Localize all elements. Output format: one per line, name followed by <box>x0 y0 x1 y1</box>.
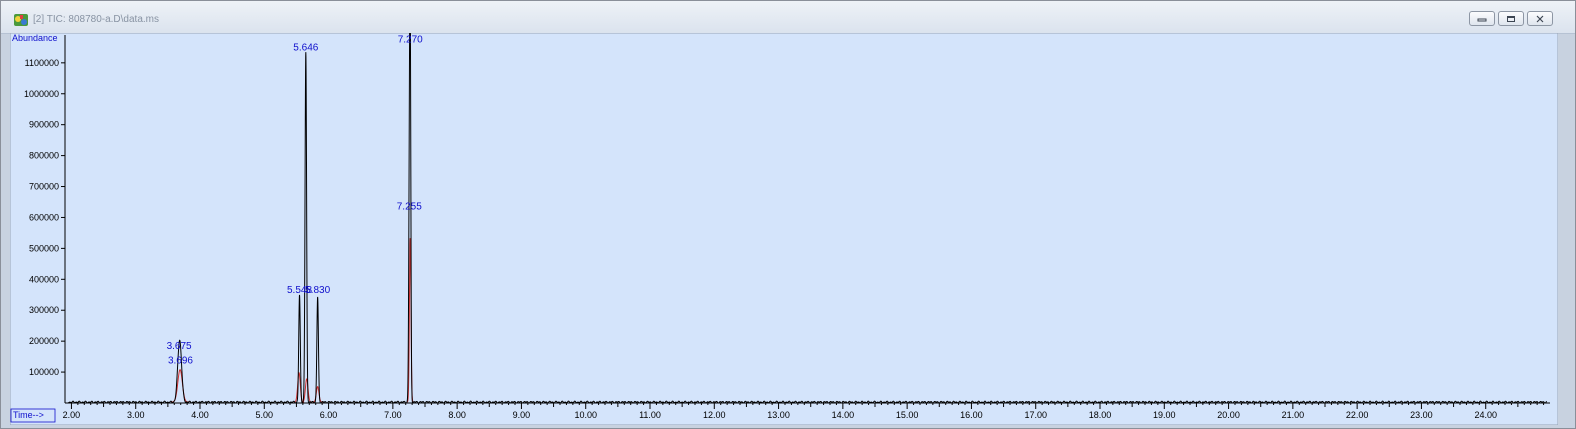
y-ticks: 100000 200000 300000 400000 500000 600000 7000… <box>24 58 65 377</box>
x-tick-label: 2.00 <box>63 410 81 420</box>
x-tick-label: 12.00 <box>703 410 726 420</box>
y-tick-label: 300000 <box>29 305 59 315</box>
x-tick-label: 16.00 <box>960 410 983 420</box>
x-axis-label: Time--> <box>13 410 44 420</box>
y-tick-label: 400000 <box>29 274 59 284</box>
y-tick-label: 500000 <box>29 243 59 253</box>
maximize-icon <box>1507 15 1515 22</box>
peak-label: 3.675 <box>167 341 192 352</box>
x-tick-label: 20.00 <box>1217 410 1240 420</box>
x-tick-label: 5.00 <box>256 410 274 420</box>
y-tick-label: 800000 <box>29 151 59 161</box>
y-tick-label: 600000 <box>29 212 59 222</box>
x-tick-label: 9.00 <box>513 410 531 420</box>
x-tick-label: 4.00 <box>191 410 209 420</box>
x-tick-label: 21.00 <box>1282 410 1305 420</box>
x-axis-label-box <box>10 408 56 423</box>
y-tick-label: 1100000 <box>25 58 59 68</box>
close-button[interactable] <box>1527 11 1553 26</box>
y-tick-label: 200000 <box>29 336 59 346</box>
minimize-button[interactable] <box>1469 11 1495 26</box>
peak-label: 5.830 <box>305 285 330 296</box>
x-tick-label: 19.00 <box>1153 410 1176 420</box>
x-ticks: 2.00 3.00 4.00 5.00 6.00 7.00 8.00 9.00 10.00 11.… <box>63 403 1545 420</box>
minimize-icon <box>1477 18 1487 21</box>
chromatogram-plot[interactable]: Abundance Time--> 100000 200000 300000 4000… <box>10 33 1558 425</box>
title-bar[interactable]: [2] TIC: 808780-a.D\data.ms <box>1 1 1575 34</box>
peak-label: 3.696 <box>168 356 193 367</box>
x-tick-label: 8.00 <box>448 410 466 420</box>
x-tick-label: 14.00 <box>832 410 855 420</box>
x-tick-label: 15.00 <box>896 410 919 420</box>
x-tick-label: 18.00 <box>1089 410 1112 420</box>
y-tick-label: 700000 <box>29 182 59 192</box>
plot-background <box>10 33 1558 425</box>
peak-label: 5.646 <box>293 42 318 53</box>
y-tick-label: 1000000 <box>24 89 59 99</box>
app-icon <box>14 14 28 26</box>
window-title: [2] TIC: 808780-a.D\data.ms <box>33 14 159 25</box>
x-tick-label: 6.00 <box>320 410 338 420</box>
tic-trace <box>67 33 1547 404</box>
chromatogram-svg: Abundance Time--> 100000 200000 300000 4000… <box>10 33 1558 425</box>
peak-label: 7.270 <box>398 35 423 46</box>
x-tick-label: 22.00 <box>1346 410 1369 420</box>
x-tick-label: 3.00 <box>127 410 145 420</box>
x-tick-label: 10.00 <box>574 410 597 420</box>
x-tick-label: 23.00 <box>1410 410 1433 420</box>
peak-label: 5.548 <box>287 285 312 296</box>
x-tick-label: 11.00 <box>639 410 661 420</box>
x-tick-label: 7.00 <box>384 410 402 420</box>
y-tick-label: 100000 <box>29 367 59 377</box>
restore-button[interactable] <box>1498 11 1524 26</box>
x-tick-label: 24.00 <box>1474 410 1497 420</box>
peak-label: 7.255 <box>397 202 422 213</box>
y-tick-label: 900000 <box>29 120 59 130</box>
y-axis-label: Abundance <box>12 33 58 43</box>
x-tick-label: 13.00 <box>767 410 790 420</box>
close-icon <box>1536 15 1544 22</box>
peak-labels: 3.675 3.696 5.548 5.646 5.830 7.255 7.270 <box>167 35 424 367</box>
x-tick-label: 17.00 <box>1024 410 1047 420</box>
integration-trace <box>171 238 414 403</box>
